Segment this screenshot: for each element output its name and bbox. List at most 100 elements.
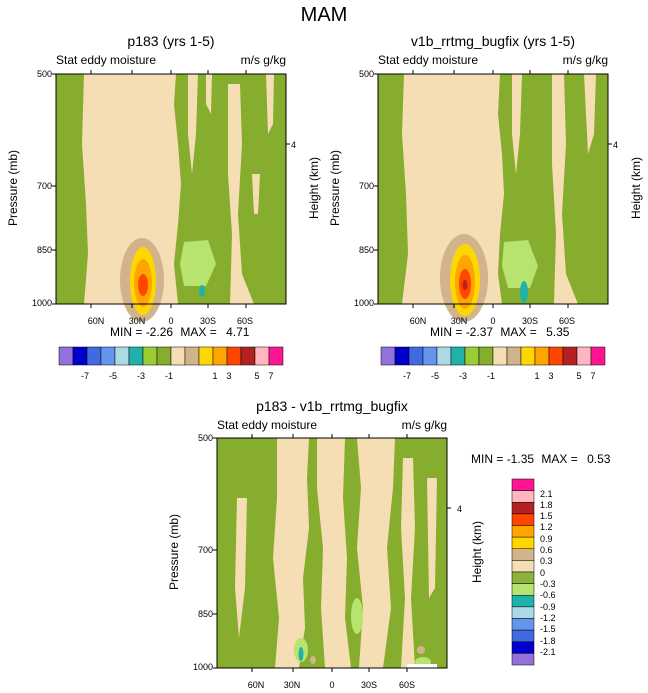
panel-2-xtick: 60N [409, 316, 427, 326]
colorbar-swatch [86, 346, 102, 366]
panel-2-xtick: 30N [450, 316, 468, 326]
panel-3-colorbar-label: -0.6 [540, 590, 556, 600]
contour-near-zero [252, 174, 260, 214]
panel-2-colorbar-label: 7 [590, 371, 596, 381]
panel-3-colorbar-label: 1.2 [540, 522, 553, 532]
colorbar-swatch [511, 571, 535, 584]
panel-2-colorbar [380, 346, 606, 366]
contour-near-zero [228, 84, 254, 304]
panel-3-colorbar-label: 0 [540, 568, 546, 578]
panel-2-field-label: Stat eddy moisture [378, 53, 479, 67]
panel-1-colorbar-label: -3 [136, 371, 145, 381]
panel-2-units-label: m/s g/kg [562, 53, 608, 67]
panel-2-ytick: 850 [358, 245, 374, 255]
colorbar-swatch [450, 346, 466, 366]
panel-3-xtick: 60N [247, 680, 265, 690]
panel-1-ylabel: Pressure (mb) [6, 150, 20, 227]
colorbar-swatch [156, 346, 172, 366]
panel-1-colorbar [58, 346, 284, 366]
contour-near-zero [82, 74, 181, 304]
panel-1-field-label: Stat eddy moisture [56, 53, 157, 67]
panel-1-xtick: 0 [168, 316, 174, 326]
contour-positive-peak [138, 274, 148, 296]
contour-negative-light [180, 240, 216, 286]
panel-1-max-label: MAX = [180, 325, 217, 339]
panel-1-ytick: 1000 [31, 298, 52, 308]
panel-1-contour-plot [52, 70, 290, 322]
panel-2-ylabel: Pressure (mb) [328, 150, 342, 227]
panel-2-ytick: 500 [358, 69, 374, 79]
colorbar-swatch [114, 346, 130, 366]
panel-3-colorbar-label: 2.1 [540, 489, 553, 499]
panel-3-colorbar-label: -2.1 [540, 647, 556, 657]
panel-3-colorbar-label: -1.8 [540, 636, 556, 646]
panel-1-stats: MIN = -2.26 MAX = 4.71 [110, 325, 249, 339]
contour-negative-light [351, 598, 363, 634]
colorbar-swatch [548, 346, 564, 366]
colorbar-swatch [72, 346, 88, 366]
panel-2-ytick: 700 [358, 181, 374, 191]
panel-2-title: v1b_rrtmg_bugfix (yrs 1-5) [410, 33, 576, 49]
colorbar-swatch [511, 560, 535, 573]
panel-1-title: p183 (yrs 1-5) [127, 33, 215, 49]
colorbar-swatch [464, 346, 480, 366]
panel-2-contour-plot [374, 70, 612, 322]
panel-1-min-value: -2.26 [145, 325, 174, 339]
panel-2-colorbar-label: -5 [430, 371, 439, 381]
panel-1-max-value: 4.71 [226, 325, 250, 339]
colorbar-swatch [511, 641, 535, 654]
colorbar-swatch [142, 346, 158, 366]
colorbar-swatch [240, 346, 256, 366]
contour-near-zero [427, 478, 437, 598]
colorbar-swatch [511, 478, 535, 491]
colorbar-swatch [380, 346, 396, 366]
colorbar-swatch [511, 618, 535, 631]
colorbar-swatch [511, 513, 535, 526]
colorbar-swatch [511, 606, 535, 619]
panel-2-ytick: 1000 [353, 298, 374, 308]
panel-2-xtick: 0 [490, 316, 496, 326]
colorbar-swatch [511, 490, 535, 503]
contour-near-zero [235, 498, 247, 638]
panel-2-xtick: 60S [558, 316, 575, 326]
panel-1-colorbar-label: 7 [268, 371, 274, 381]
panel-2-max-value: 5.35 [546, 325, 570, 339]
panel-1-ytick: 500 [36, 69, 52, 79]
panel-2-y2tick: 4 [613, 140, 619, 150]
panel-1-colorbar-label: -1 [164, 371, 173, 381]
panel-1-ytick: 850 [36, 245, 52, 255]
colorbar-swatch [128, 346, 144, 366]
contour-near-zero [552, 74, 578, 304]
panel-3-xtick: 30N [283, 680, 301, 690]
panel-1-units-label: m/s g/kg [240, 53, 286, 67]
colorbar-swatch [576, 346, 592, 366]
contour-near-zero [266, 74, 274, 134]
colorbar-swatch [226, 346, 242, 366]
panel-3-ytick: 700 [197, 545, 213, 555]
contour-negative-light [502, 240, 538, 288]
panel-3-ytick: 850 [197, 609, 213, 619]
panel-2-min-label: MIN = [430, 325, 463, 339]
panel-1-xtick: 60N [87, 316, 105, 326]
contour-near-zero [401, 458, 415, 668]
colorbar-swatch [478, 346, 494, 366]
colorbar-swatch [590, 346, 606, 366]
panel-2-colorbar-label: 5 [576, 371, 582, 381]
missing-data [407, 664, 437, 668]
panel-3-ylabel: Pressure (mb) [167, 514, 181, 591]
panel-3-min-value: -1.35 [506, 452, 535, 466]
panel-2-xtick: 30S [521, 316, 538, 326]
colorbar-swatch [511, 536, 535, 550]
colorbar-swatch [492, 346, 508, 366]
colorbar-swatch [394, 346, 410, 366]
colorbar-swatch [198, 346, 214, 366]
colorbar-swatch [436, 346, 452, 366]
panel-3-colorbar-label: 0.3 [540, 556, 553, 566]
panel-3-colorbar-label: -0.3 [540, 579, 556, 589]
colorbar-swatch [170, 346, 186, 366]
colorbar-swatch [511, 583, 535, 596]
figure-title: MAM [300, 4, 348, 26]
colorbar-swatch [511, 548, 535, 561]
colorbar-swatch [511, 629, 535, 643]
panel-1-xtick: 30S [199, 316, 216, 326]
